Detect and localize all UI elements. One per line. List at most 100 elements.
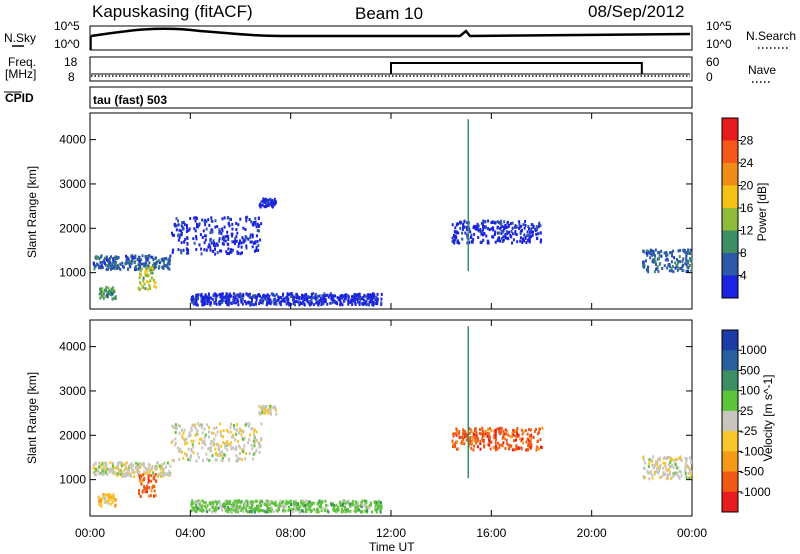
scatter-point xyxy=(255,302,257,306)
scatter-point xyxy=(177,423,180,427)
scatter-point xyxy=(249,433,251,437)
scatter-point xyxy=(189,433,192,437)
scatter-point xyxy=(187,229,190,232)
scatter-point xyxy=(195,235,197,238)
scatter-point xyxy=(539,224,542,228)
scatter-point xyxy=(151,486,154,490)
scatter-point xyxy=(505,226,508,229)
scatter-point xyxy=(290,503,292,507)
scatter-point xyxy=(489,427,491,431)
scatter-point xyxy=(99,498,102,502)
scatter-point xyxy=(456,239,459,243)
scatter-point xyxy=(213,442,216,446)
scatter-point xyxy=(177,219,180,223)
scatter-point xyxy=(110,498,113,502)
scatter-point xyxy=(141,254,144,258)
scatter-point xyxy=(214,219,217,223)
scatter-point xyxy=(380,292,383,296)
scatter-point xyxy=(205,220,208,224)
scatter-point xyxy=(467,257,470,261)
scatter-point xyxy=(462,224,465,228)
scatter-point xyxy=(521,437,524,441)
scatter-point xyxy=(645,249,648,253)
scatter-point xyxy=(236,423,238,427)
scatter-point xyxy=(470,430,473,433)
scatter-point xyxy=(662,461,665,465)
scatter-point xyxy=(212,294,215,298)
scatter-point xyxy=(151,464,154,468)
scatter-point xyxy=(150,467,153,471)
scatter-point xyxy=(289,292,292,296)
scatter-point xyxy=(197,501,200,505)
scatter-point xyxy=(278,301,281,305)
scatter-point xyxy=(680,470,683,474)
scatter-point xyxy=(236,300,239,304)
scatter-point xyxy=(269,298,272,302)
scatter-point xyxy=(299,505,302,509)
scatter-point xyxy=(282,505,285,509)
scatter-point xyxy=(354,294,357,298)
scatter-point xyxy=(100,467,103,471)
scatter-point xyxy=(279,300,282,304)
scatter-point xyxy=(672,249,675,253)
scatter-point xyxy=(144,271,147,275)
scatter-point xyxy=(500,222,503,226)
scatter-point xyxy=(104,500,107,504)
scatter-point xyxy=(226,216,229,220)
scatter-point xyxy=(232,435,235,439)
scatter-point xyxy=(467,461,470,465)
power-colorbar-label: Power [dB] xyxy=(755,183,769,242)
scatter-point xyxy=(452,445,454,448)
scatter-point xyxy=(367,506,370,510)
scatter-point xyxy=(146,471,149,475)
scatter-point xyxy=(539,240,542,244)
scatter-point xyxy=(655,469,658,473)
scatter-point xyxy=(223,216,226,220)
scatter-point xyxy=(361,302,364,306)
scatter-point xyxy=(475,431,478,435)
scatter-point xyxy=(341,503,344,507)
scatter-point xyxy=(509,435,512,439)
scatter-point xyxy=(465,226,468,230)
scatter-point xyxy=(100,264,103,268)
scatter-point xyxy=(141,489,144,493)
scatter-point xyxy=(673,471,676,475)
scatter-point xyxy=(208,223,211,227)
scatter-point xyxy=(260,509,263,513)
scatter-point xyxy=(314,292,317,296)
cpid-label: CPID xyxy=(5,91,34,105)
scatter-point xyxy=(376,503,379,507)
scatter-point xyxy=(689,469,692,473)
scatter-point xyxy=(347,302,350,306)
scatter-point xyxy=(258,302,261,306)
scatter-point xyxy=(261,297,264,301)
scatter-point xyxy=(167,472,169,476)
scatter-point xyxy=(482,219,485,223)
scatter-point xyxy=(208,430,210,434)
scatter-point xyxy=(336,505,339,509)
scatter-point xyxy=(153,266,156,270)
scatter-point xyxy=(230,218,232,221)
scatter-point xyxy=(174,222,177,226)
scatter-point xyxy=(190,454,193,458)
scatter-point xyxy=(482,430,485,434)
scatter-point xyxy=(97,469,100,473)
scatter-point xyxy=(671,475,674,479)
scatter-point xyxy=(469,230,472,234)
scatter-point xyxy=(126,470,129,474)
scatter-point xyxy=(109,267,112,271)
scatter-point xyxy=(480,232,483,236)
scatter-point xyxy=(467,331,470,335)
scatter-point xyxy=(269,197,272,201)
scatter-point xyxy=(685,461,688,465)
scatter-point xyxy=(274,201,277,205)
scatter-point xyxy=(366,509,369,513)
scatter-point xyxy=(218,239,221,243)
scatter-point xyxy=(486,431,489,435)
scatter-point xyxy=(208,435,210,439)
scatter-point xyxy=(675,263,678,267)
scatter-point xyxy=(234,295,237,298)
scatter-point xyxy=(493,433,496,437)
scatter-point xyxy=(250,507,253,511)
